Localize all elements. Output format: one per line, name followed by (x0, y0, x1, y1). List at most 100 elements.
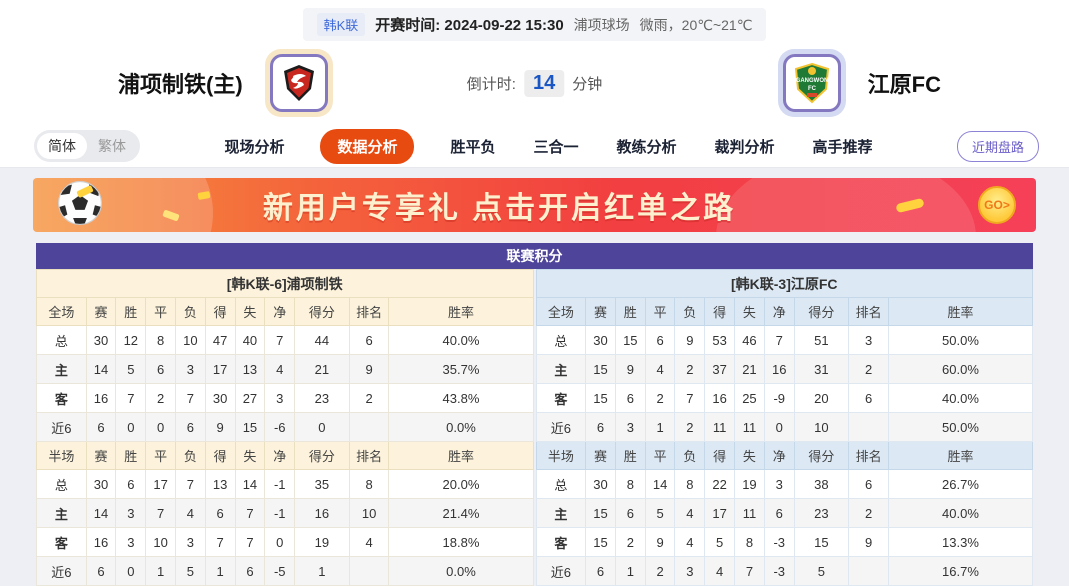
stat-cell: 6 (763, 498, 795, 528)
stat-cell: 13 (234, 354, 266, 384)
tab-data-analysis[interactable]: 数据分析 (320, 128, 415, 164)
recent-trend-button[interactable]: 近期盘路 (956, 130, 1039, 162)
stat-cell: 7 (174, 469, 206, 499)
stat-cell: 9 (644, 527, 676, 557)
stat-cell: 10 (348, 498, 390, 528)
stat-cell: 11 (704, 412, 736, 442)
col-header: 失 (234, 441, 266, 470)
stat-cell: 14 (85, 354, 117, 384)
stat-cell: 9 (614, 354, 646, 384)
stat-cell: 20 (793, 383, 850, 413)
stat-cell: -5 (264, 556, 296, 586)
stat-cell: 10 (174, 325, 206, 355)
language-toggle: 简体 繁体 (34, 130, 140, 162)
row-label: 主 (535, 498, 587, 528)
stat-cell: 9 (348, 354, 390, 384)
col-header: 平 (644, 441, 676, 470)
stat-cell: 6 (585, 556, 616, 586)
stat-cell: 7 (674, 383, 706, 413)
row-label: 近6 (535, 412, 587, 442)
tab-win-draw-lose[interactable]: 胜平负 (450, 138, 496, 156)
league-badge[interactable]: 韩K联 (316, 13, 366, 36)
stat-cell: 0.0% (388, 412, 534, 442)
stat-cell: 2 (674, 354, 706, 384)
venue: 浦项球场 (573, 16, 630, 33)
stat-cell: 2 (674, 412, 706, 442)
stat-cell: 35.7% (388, 354, 534, 384)
stat-cell: 9 (848, 527, 889, 557)
stat-cell: -1 (264, 469, 296, 499)
row-label: 客 (36, 527, 87, 557)
stat-cell: 16.7% (887, 556, 1034, 586)
match-info-pill: 韩K联 开赛时间: 2024-09-22 15:30 浦项球场 微雨，20℃~2… (302, 8, 767, 41)
stat-cell: -6 (264, 412, 296, 442)
stat-cell: 21 (294, 354, 350, 384)
home-half-header-row: 半场 赛 胜 平 负 得 失 净 得分 排名 胜率 (36, 441, 534, 470)
stat-cell: 2 (348, 383, 390, 413)
lang-simplified[interactable]: 简体 (37, 133, 87, 159)
tab-live-analysis[interactable]: 现场分析 (224, 138, 285, 156)
col-header: 净 (264, 297, 296, 326)
stat-cell: 4 (674, 527, 706, 557)
stat-cell (348, 412, 390, 442)
stat-cell: 17 (704, 498, 736, 528)
stat-cell: 4 (264, 354, 296, 384)
col-header: 胜率 (887, 441, 1034, 470)
stat-cell (348, 556, 390, 586)
countdown-value: 14 (523, 69, 565, 97)
tab-expert-picks[interactable]: 高手推荐 (812, 138, 873, 156)
stat-cell: 6 (614, 498, 646, 528)
stat-cell: 1 (204, 556, 236, 586)
stat-cell: 51 (793, 325, 850, 355)
stat-cell: 7 (174, 383, 206, 413)
banner-dash-icon (895, 197, 925, 213)
table-row: 总 30 8 14 8 22 19 3 38 6 26.7% (535, 469, 1034, 499)
tab-coach-analysis[interactable]: 教练分析 (616, 138, 677, 156)
stat-cell: 11 (734, 498, 765, 528)
stat-cell: 13.3% (887, 527, 1034, 557)
away-section-title: [韩K联-3]江原FC (535, 269, 1033, 298)
home-stats-table: [韩K联-6]浦项制铁 全场 赛 胜 平 负 得 失 净 得分 排名 胜率 (36, 269, 534, 586)
promo-banner[interactable]: 新用户专享礼 点击开启红单之路 GO> (33, 178, 1036, 232)
col-header: 得 (704, 441, 736, 470)
stat-cell: 6 (85, 412, 117, 442)
svg-text:GANGWON: GANGWON (795, 78, 828, 84)
table-row: 总 30 12 8 10 47 40 7 44 6 40.0% (36, 325, 534, 355)
stat-cell: 30 (85, 325, 117, 355)
tab-three-in-one[interactable]: 三合一 (533, 138, 579, 156)
stat-cell: 14 (85, 498, 117, 528)
go-button[interactable]: GO> (978, 186, 1016, 224)
stat-cell: 5 (793, 556, 850, 586)
col-header: 胜 (115, 441, 147, 470)
away-team-name: 江原FC (867, 72, 941, 97)
col-header: 得 (204, 297, 236, 326)
stat-cell: 6 (145, 354, 176, 384)
tab-referee-analysis[interactable]: 裁判分析 (714, 138, 775, 156)
stat-cell: 16 (85, 383, 117, 413)
league-table-title: 联赛积分 (36, 243, 1033, 269)
stat-cell: 30 (585, 469, 616, 499)
stat-cell: 4 (644, 354, 676, 384)
stat-cell: -3 (763, 527, 795, 557)
row-label: 近6 (36, 412, 87, 442)
table-row: 客 15 2 9 4 5 8 -3 15 9 13.3% (535, 527, 1034, 557)
stat-cell: 0 (115, 556, 147, 586)
away-logo-badge-icon: GANGWON FC (782, 54, 841, 112)
stat-cell: 40.0% (388, 325, 534, 355)
stat-cell: 6 (204, 498, 236, 528)
lang-traditional[interactable]: 繁体 (98, 138, 126, 154)
stat-cell: 0 (145, 412, 176, 442)
row-label: 总 (535, 325, 587, 355)
stat-cell: 8 (674, 469, 706, 499)
stat-cell: 25 (734, 383, 765, 413)
col-header: 排名 (348, 441, 390, 470)
stat-cell: 40.0% (887, 383, 1034, 413)
away-half-header-row: 半场 赛 胜 平 负 得 失 净 得分 排名 胜率 (535, 441, 1034, 470)
stat-cell: 30 (585, 325, 616, 355)
table-row: 总 30 15 6 9 53 46 7 51 3 50.0% (535, 325, 1034, 355)
stat-cell: 38 (793, 469, 850, 499)
stat-cell: -1 (264, 498, 296, 528)
stat-cell: 3 (264, 383, 296, 413)
stat-cell: 0 (294, 412, 350, 442)
stat-cell: 50.0% (887, 325, 1034, 355)
